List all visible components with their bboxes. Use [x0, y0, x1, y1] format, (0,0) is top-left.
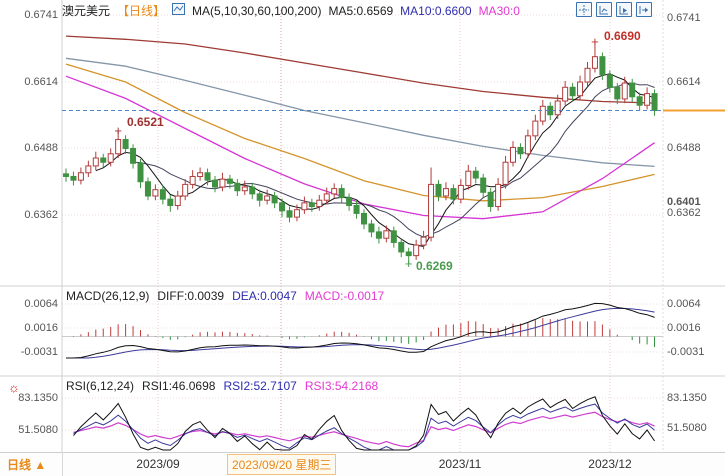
- rsi3-value: RSI3:54.2168: [304, 379, 379, 393]
- macd-dea-value: DEA:0.0047: [232, 289, 297, 303]
- crosshair-tool-icon[interactable]: [576, 2, 592, 17]
- cross-marker: +: [405, 256, 413, 271]
- date-label-nov: 2023/11: [438, 457, 482, 471]
- rsi-params-label: RSI(6,12,24): [66, 379, 135, 393]
- main-axis-left-1: 0.6741: [24, 9, 58, 21]
- main-axis-right-4: 0.6362: [667, 207, 701, 219]
- price-annotations: +0.6521+ 0.6269+ 0.6690: [114, 29, 641, 273]
- playback-forward-icon[interactable]: [616, 2, 632, 17]
- macd-header: MACD(26,12,9) DIFF:0.0039 DEA:0.0047 MAC…: [66, 289, 384, 303]
- main-axis-left-2: 0.6614: [24, 76, 58, 88]
- rsi-axis-left-2: 51.5080: [18, 424, 58, 436]
- ma5-value: MA5:0.6569: [328, 3, 394, 18]
- macd-diff-value: DIFF:0.0039: [157, 289, 225, 303]
- exit-right-icon[interactable]: [636, 2, 652, 17]
- macd-axis-right-2: 0.0016: [667, 322, 701, 334]
- main-axis-right-2: 0.6614: [667, 76, 701, 88]
- indicator-window-icon[interactable]: [596, 2, 612, 17]
- macd-axis-left-3: -0.0031: [20, 346, 58, 358]
- main-axis-left-3: 0.6488: [24, 142, 58, 154]
- chart-toolbar: [576, 2, 652, 17]
- cross-marker: +: [591, 34, 599, 49]
- rsi-header: RSI(6,12,24) RSI1:46.0698 RSI2:52.7107 R…: [66, 379, 378, 393]
- price-annotation-label: 0.6521: [127, 115, 164, 129]
- macd-axis-left-2: 0.0016: [24, 322, 58, 334]
- rsi-axis-right-2: 51.5080: [667, 422, 707, 434]
- price-tag-label: 0.6401: [667, 196, 701, 208]
- period-tag: 【日线】: [117, 4, 166, 18]
- time-axis-bar: [0, 452, 725, 476]
- axis-corner-divider: [62, 452, 63, 476]
- candlesticks: [63, 41, 658, 265]
- rsi-axis-left-1: 83.1350: [18, 392, 58, 404]
- macd-axis-right-3: -0.0031: [667, 346, 705, 358]
- macd-params-label: MACD(26,12,9): [66, 289, 150, 303]
- period-selector[interactable]: 日线 ▲: [7, 458, 47, 472]
- ma-params-label: MA(5,10,30,60,100,200): [192, 3, 322, 18]
- symbol-name: 澳元美元: [62, 4, 111, 18]
- rsi1-value: RSI1:46.0698: [142, 379, 216, 393]
- main-axis-left-4: 0.6362: [24, 209, 58, 221]
- panel-borders: [0, 0, 725, 452]
- selected-date-label: 2023/09/20 星期三: [227, 454, 337, 475]
- indicator-settings-sun-icon[interactable]: ☼: [8, 380, 20, 395]
- date-label-dec: 2023/12: [588, 457, 632, 471]
- macd-macd-value: MACD:-0.0017: [304, 289, 385, 303]
- ma-indicator-icon: [172, 3, 186, 18]
- macd-panel: [62, 302, 663, 359]
- date-label-sep: 2023/09: [136, 457, 180, 471]
- price-annotation-label: 0.6269: [416, 259, 453, 273]
- macd-axis-left-1: 0.0064: [24, 298, 58, 310]
- ma30-value: MA30:0: [478, 3, 520, 18]
- main-chart-header: 澳元美元 【日线】 MA(5,10,30,60,100,200) MA5:0.6…: [62, 2, 520, 19]
- rsi2-value: RSI2:52.7107: [223, 379, 297, 393]
- main-axis-right-3: 0.6488: [667, 142, 701, 154]
- rsi-axis-right-1: 83.1350: [667, 392, 707, 404]
- price-annotation-label: 0.6690: [604, 29, 641, 43]
- cross-marker: +: [114, 123, 122, 138]
- ma10-value: MA10:0.6600: [400, 3, 472, 18]
- rsi-panel: [73, 396, 656, 451]
- macd-axis-right-1: 0.0064: [667, 298, 701, 310]
- main-axis-right-1: 0.6741: [667, 12, 701, 24]
